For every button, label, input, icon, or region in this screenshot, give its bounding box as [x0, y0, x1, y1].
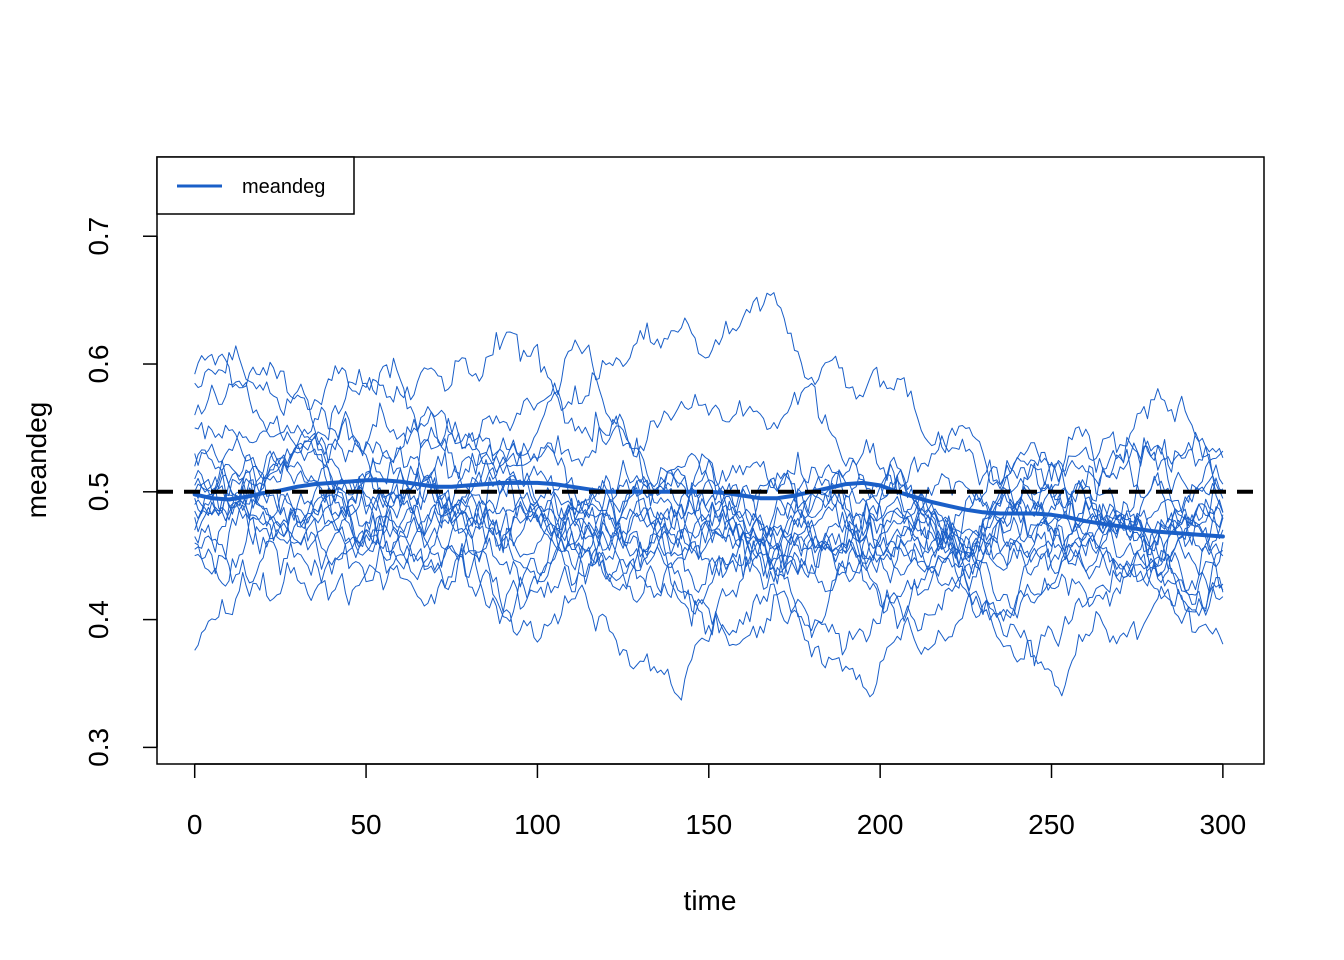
- simulation-line: [194, 388, 1224, 701]
- simulation-line: [194, 406, 1224, 585]
- simulation-line: [194, 442, 1224, 607]
- y-tick-label: 0.7: [83, 217, 114, 256]
- simulation-line: [194, 457, 1224, 591]
- x-axis: 0 50 100 150 200 250 300: [187, 763, 1247, 840]
- y-axis-title: meandeg: [21, 402, 52, 519]
- simulation-line: [194, 456, 1224, 625]
- y-axis: 0.3 0.4 0.5 0.6 0.7: [83, 217, 158, 767]
- simulation-line: [194, 432, 1224, 613]
- simulation-lines: [194, 292, 1224, 701]
- x-tick-label: 50: [350, 809, 381, 840]
- x-tick-label: 150: [685, 809, 732, 840]
- y-tick-label: 0.6: [83, 345, 114, 384]
- x-tick-label: 250: [1028, 809, 1075, 840]
- x-tick-label: 100: [514, 809, 561, 840]
- x-tick-label: 300: [1200, 809, 1247, 840]
- simulation-line: [194, 331, 1224, 563]
- y-tick-label: 0.4: [83, 600, 114, 639]
- simulation-line: [194, 426, 1224, 613]
- simulation-line: [194, 459, 1224, 622]
- y-tick-label: 0.3: [83, 728, 114, 767]
- legend: meandeg: [156, 156, 355, 215]
- simulation-line: [194, 480, 1224, 651]
- simulation-line: [194, 292, 1224, 490]
- legend-label-meandeg: meandeg: [242, 176, 325, 198]
- x-axis-title: time: [684, 885, 737, 916]
- y-tick-label: 0.5: [83, 472, 114, 511]
- simulation-line: [194, 456, 1224, 624]
- simulation-line: [194, 452, 1224, 622]
- simulation-line: [194, 406, 1224, 585]
- simulation-line: [194, 422, 1224, 697]
- x-tick-label: 0: [187, 809, 203, 840]
- x-tick-label: 200: [857, 809, 904, 840]
